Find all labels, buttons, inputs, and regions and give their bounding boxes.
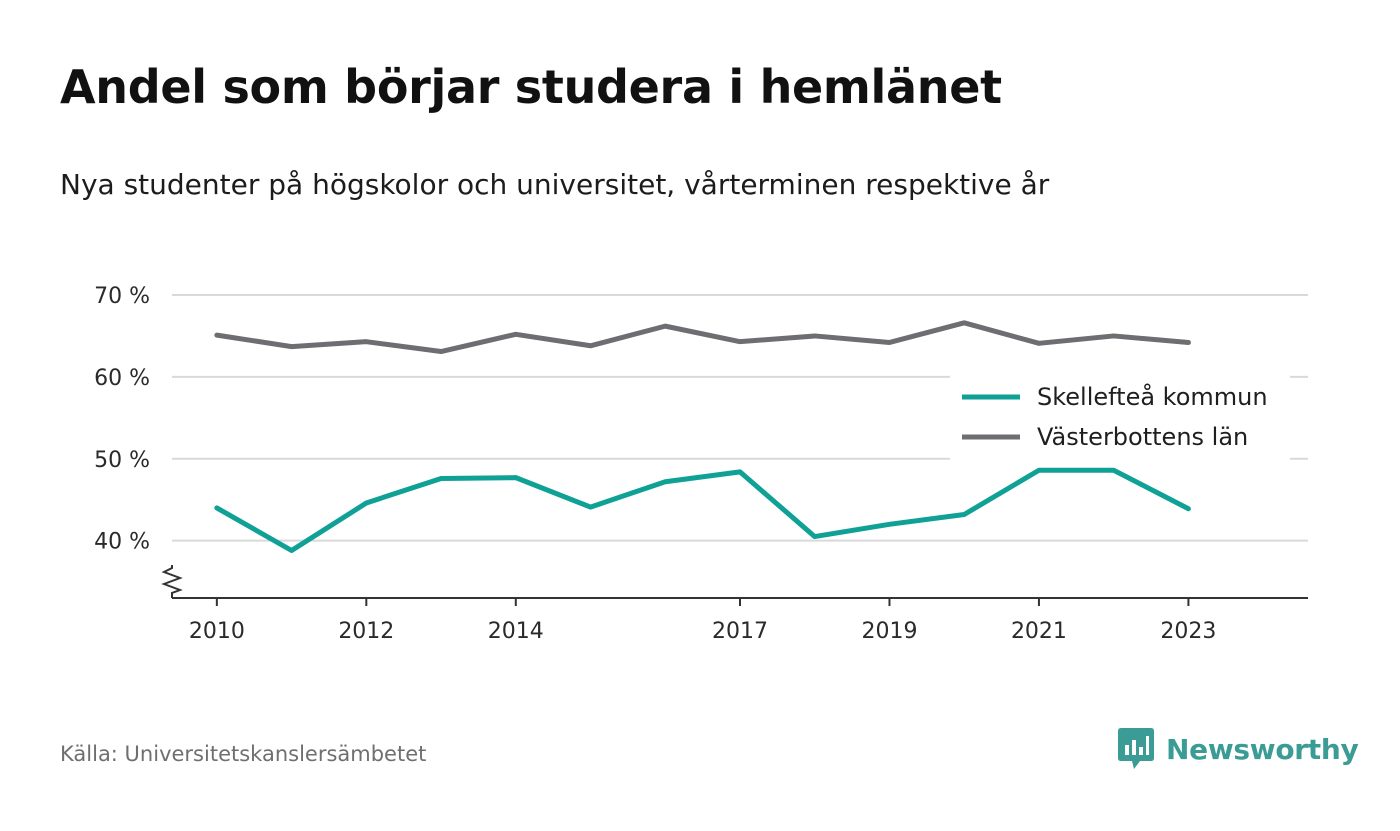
x-tick-label: 2010 <box>189 619 245 644</box>
series-line-vasterbotten <box>214 320 1191 355</box>
legend-label-vasterbotten: Västerbottens län <box>1037 423 1248 451</box>
x-tick-label: 2023 <box>1160 619 1216 644</box>
legend-label-skelleftea: Skellefteå kommun <box>1037 382 1268 411</box>
axis-break-icon <box>161 565 183 598</box>
newsworthy-logo-icon <box>1118 728 1154 769</box>
line-chart: 40 % 50 % 60 % 70 % 2010 2012 2014 2017 2019 202… <box>94 284 1308 644</box>
legend-background <box>950 374 1290 460</box>
chart-title: Andel som börjar studera i hemlänet <box>60 60 1002 114</box>
y-tick-label: 40 % <box>94 530 150 555</box>
y-tick-label: 70 % <box>94 284 150 309</box>
x-tick-label: 2021 <box>1011 619 1067 644</box>
x-axis <box>161 565 1308 599</box>
y-axis-ticks: 40 % 50 % 60 % 70 % <box>94 284 150 555</box>
y-tick-label: 60 % <box>94 366 150 391</box>
source-note: Källa: Universitetskanslersämbetet <box>60 742 427 766</box>
y-tick-label: 50 % <box>94 448 150 473</box>
x-tick-label: 2019 <box>861 619 917 644</box>
x-axis-ticks: 2010 2012 2014 2017 2019 2021 2023 <box>189 598 1216 644</box>
brand-name: Newsworthy <box>1166 732 1359 766</box>
series-line-skelleftea <box>214 467 1191 554</box>
chart-subtitle: Nya studenter på högskolor och universit… <box>60 168 1050 201</box>
legend: Skellefteå kommun Västerbottens län <box>950 374 1290 460</box>
x-tick-label: 2012 <box>338 619 394 644</box>
x-tick-label: 2017 <box>712 619 768 644</box>
series-lines <box>214 320 1191 554</box>
brand-logo: Newsworthy <box>1118 728 1359 770</box>
x-tick-label: 2014 <box>488 619 544 644</box>
